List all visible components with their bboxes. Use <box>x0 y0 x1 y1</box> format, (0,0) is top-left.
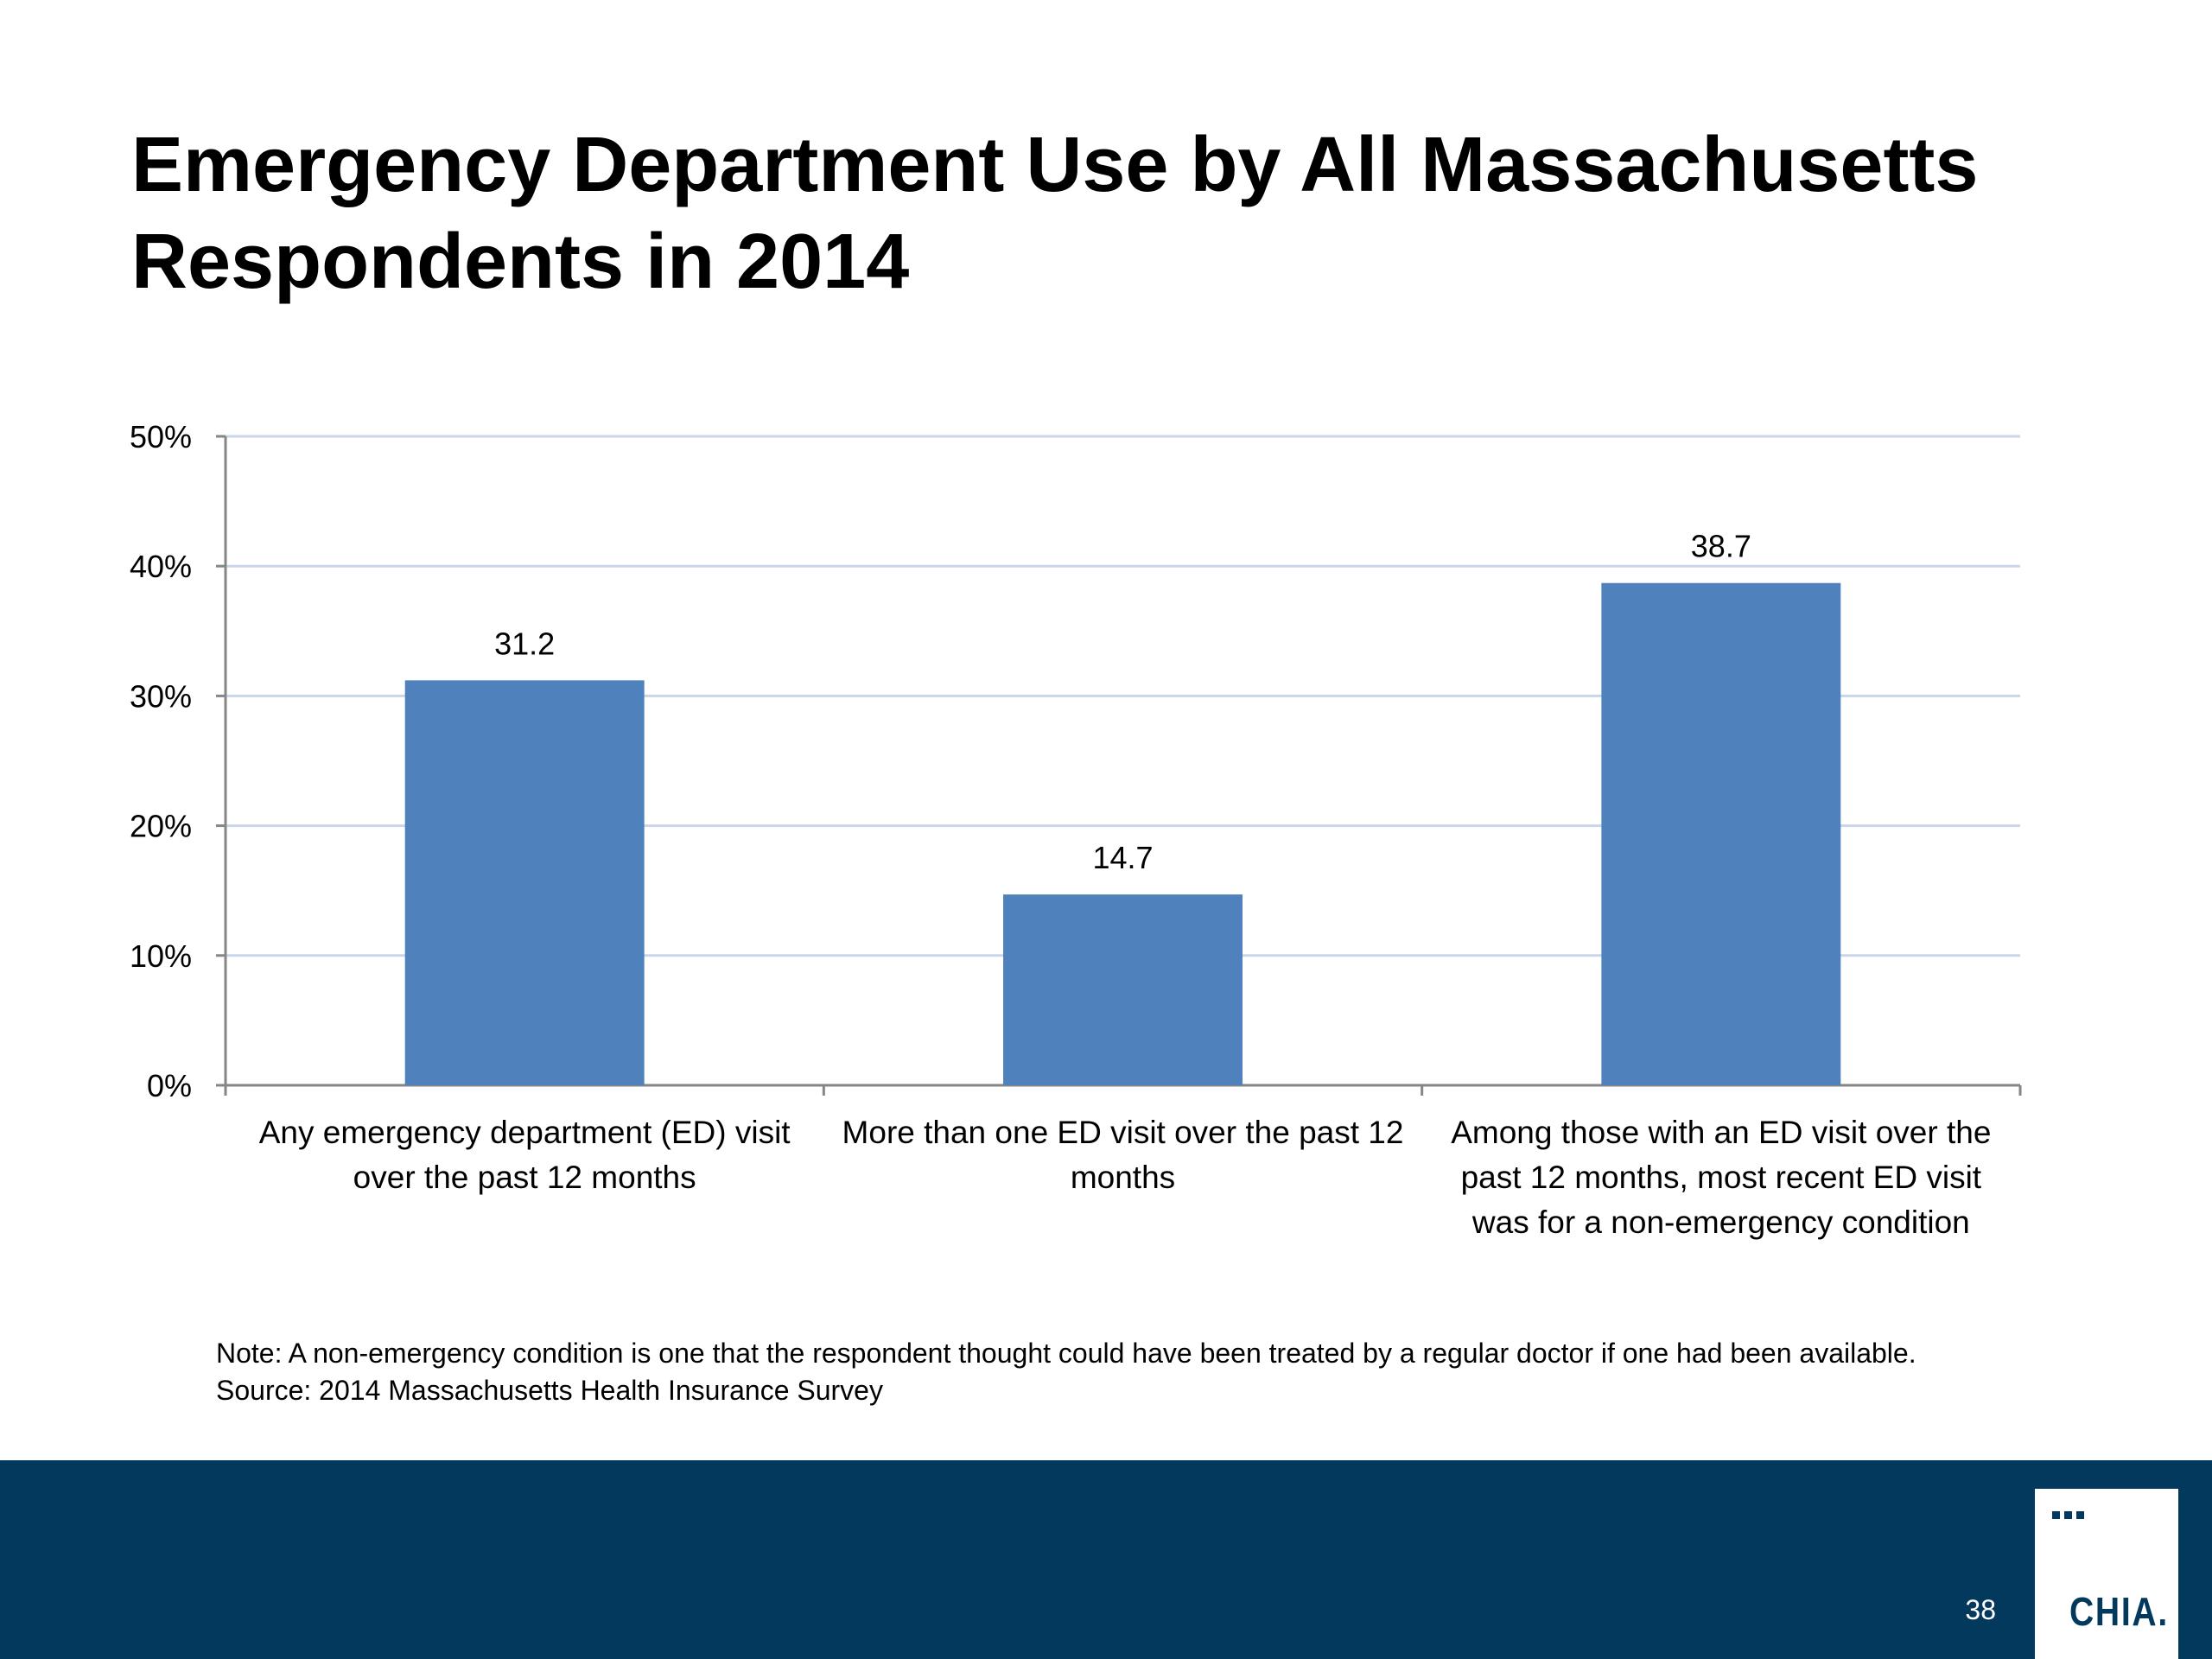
y-tick-label: 40% <box>130 549 192 584</box>
chia-logo: CHIA. <box>2035 1489 2178 1659</box>
slide-title: Emergency Department Use by All Massachu… <box>131 117 2119 310</box>
data-label: 14.7 <box>1092 840 1153 875</box>
x-category-label: Among those with an ED visit over the pas… <box>1451 1115 1991 1240</box>
logo-dots-icon <box>2052 1508 2088 1523</box>
bar <box>1601 582 1841 1085</box>
data-label: 31.2 <box>494 626 555 661</box>
x-category-label: Any emergency department (ED) visit over … <box>259 1115 791 1195</box>
chart-notes: Note: A non-emergency condition is one t… <box>216 1335 1916 1409</box>
logo-text: CHIA. <box>2069 1589 2169 1634</box>
y-tick-label: 20% <box>130 809 192 844</box>
y-tick-label: 50% <box>130 419 192 454</box>
y-tick-label: 10% <box>130 938 192 974</box>
y-tick-label: 30% <box>130 678 192 714</box>
title-line-1: Emergency Department Use by All Massachu… <box>131 122 1979 208</box>
footnote: Note: A non-emergency condition is one t… <box>216 1338 1916 1369</box>
data-label: 38.7 <box>1691 529 1751 564</box>
bar <box>404 680 645 1085</box>
title-line-2: Respondents in 2014 <box>131 219 910 305</box>
bar <box>1003 894 1243 1085</box>
x-category-label: More than one ED visit over the past 12 m… <box>842 1115 1404 1195</box>
page-number: 38 <box>1965 1594 1996 1625</box>
bar-chart: 0% 10% 20% 30% 40% 50% 31.2 Any emergency depar… <box>130 419 2022 1240</box>
y-tick-label: 0% <box>147 1068 192 1103</box>
source-note: Source: 2014 Massachusetts Health Insura… <box>216 1375 883 1406</box>
footer-bar: 38 CHIA. <box>0 1460 2212 1659</box>
